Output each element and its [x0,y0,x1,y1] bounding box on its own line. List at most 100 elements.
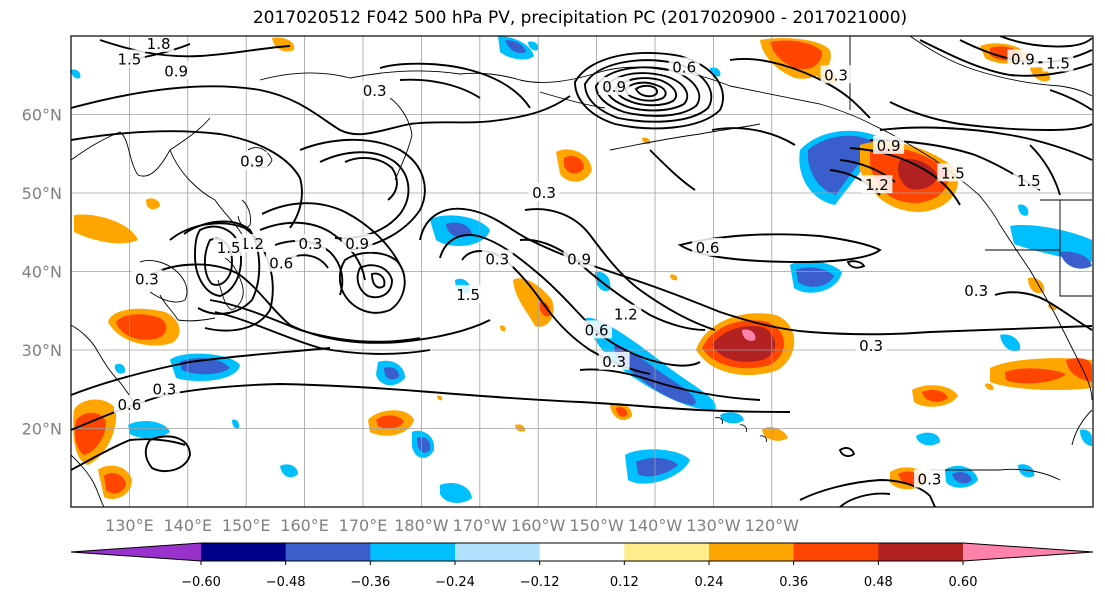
colorbar-swatch [539,543,625,561]
contour-label: 0.3 [299,235,323,253]
precip-anomaly-fields [71,36,1092,503]
contour-label: 0.3 [859,337,883,355]
contour-label: 0.3 [918,471,942,489]
contour-label-bg [265,253,297,272]
contour-label-bg [861,175,893,194]
contour-label: 1.8 [147,35,171,53]
contour-label: 1.5 [1046,54,1070,72]
contour-label-bg [598,351,630,370]
contour-label: 0.3 [824,66,848,84]
lon-tick-label: 140°E [163,516,212,535]
contour-label: 0.9 [1011,51,1035,69]
contour-label-bg [820,65,852,84]
contour-label-bg [481,249,513,268]
contour-label: 0.9 [345,235,369,253]
lon-tick-label: 170°W [453,516,508,535]
lat-tick-label: 60°N [22,106,62,125]
contour-label: 0.3 [602,353,626,371]
colorbar-tick-label: 0.12 [610,575,639,590]
contour-label-bg [692,237,724,256]
contour-label: 0.3 [532,184,556,202]
contour-label-bg [610,304,642,323]
contour-label-bg [1013,171,1045,190]
contour-label-bg [581,320,613,339]
lon-tick-label: 150°W [569,516,624,535]
contour-label-bg [341,234,373,253]
contour-label: 0.3 [363,82,387,100]
lon-tick-label: 130°W [686,516,741,535]
colorbar-tick-label: −0.36 [350,575,390,590]
lat-tick-label: 20°N [22,420,62,439]
contour-label: 1.2 [240,235,264,253]
contour-label-bg [143,36,175,52]
lon-tick-label: 180°W [394,516,449,535]
lon-tick-label: 150°E [222,516,271,535]
contour-label-bg [148,379,180,398]
lat-tick-label: 40°N [22,263,62,282]
contour-label: 0.9 [877,137,901,155]
contour-label: 1.5 [117,51,141,69]
lon-tick-label: 140°W [628,516,683,535]
contour-label: 0.9 [164,62,188,80]
colorbar-swatch [370,543,456,561]
contour-label-bg [236,151,268,170]
contour-label: 0.9 [567,251,591,269]
contour-label: 0.6 [117,396,141,414]
colorbar-tick-label: −0.12 [520,575,560,590]
contour-label: 1.5 [1017,172,1041,190]
contour-label-bg [131,269,163,288]
contour-label-bg [160,61,192,80]
longitude-labels: 130°E 140°E 150°E 160°E 170°E 180°W 170°W 160°W… [105,516,799,535]
contour-label-bg [359,80,391,99]
colorbar-swatch [709,543,795,561]
colorbar [70,542,1094,562]
colorbar-swatch [201,543,287,561]
lon-tick-label: 160°E [280,516,329,535]
contour-label: 0.6 [672,58,696,76]
contour-label: 1.5 [217,239,241,257]
contour-label-bg [113,49,145,68]
contour-label: 1.5 [456,286,480,304]
colorbar-swatch [285,543,371,561]
contour-label-bg [668,57,700,76]
colorbar-tick-label: −0.60 [181,575,221,590]
contour-label-bg [873,135,905,154]
colorbar-swatch [455,543,541,561]
contour-label-bg [563,249,595,268]
colorbar-tick-label: 0.24 [695,575,724,590]
contour-label: 0.9 [602,78,626,96]
pv-contours [71,36,1093,507]
contour-label-bg [913,469,945,488]
contour-label: 0.6 [269,255,293,273]
contour-label-bg [213,237,245,256]
lat-tick-label: 30°N [22,341,62,360]
contour-label-bg [937,163,969,182]
contour-label-bg [598,77,630,96]
lon-tick-label: 160°W [511,516,566,535]
contour-labels: 1.5 1.8 0.9 0.9 0.3 1.2 0.3 0.9 0.6 1.5 1.5 0.3 0.9 1… [113,35,1074,489]
contour-label: 0.9 [240,153,264,171]
lon-tick-label: 120°W [745,516,800,535]
contour-label-bg [113,394,145,413]
coastlines [71,36,1093,507]
graticule [71,36,1093,507]
colorbar-tick-labels: −0.60 −0.48 −0.36 −0.24 −0.12 0.12 0.24 0.36 0.4… [181,561,977,590]
colorbar-tick-label: 0.60 [949,575,978,590]
latitude-labels: 20°N 30°N 40°N 50°N 60°N [22,106,62,439]
colorbar-tick-label: 0.36 [779,575,808,590]
contour-label: 0.6 [585,321,609,339]
colorbar-swatch [963,543,1093,561]
contour-label-bg [294,234,326,253]
lon-tick-label: 130°E [105,516,154,535]
contour-label: 0.3 [964,282,988,300]
contour-label-bg [528,183,560,201]
contour-label: 0.3 [135,270,159,288]
contour-label-bg [452,285,484,304]
contour-label: 0.3 [485,251,509,269]
contour-label: 1.5 [941,164,965,182]
contour-label-bg [236,234,268,253]
colorbar-tick-label: −0.48 [266,575,306,590]
colorbar-swatch [624,543,710,561]
contour-label: 0.3 [153,380,177,398]
